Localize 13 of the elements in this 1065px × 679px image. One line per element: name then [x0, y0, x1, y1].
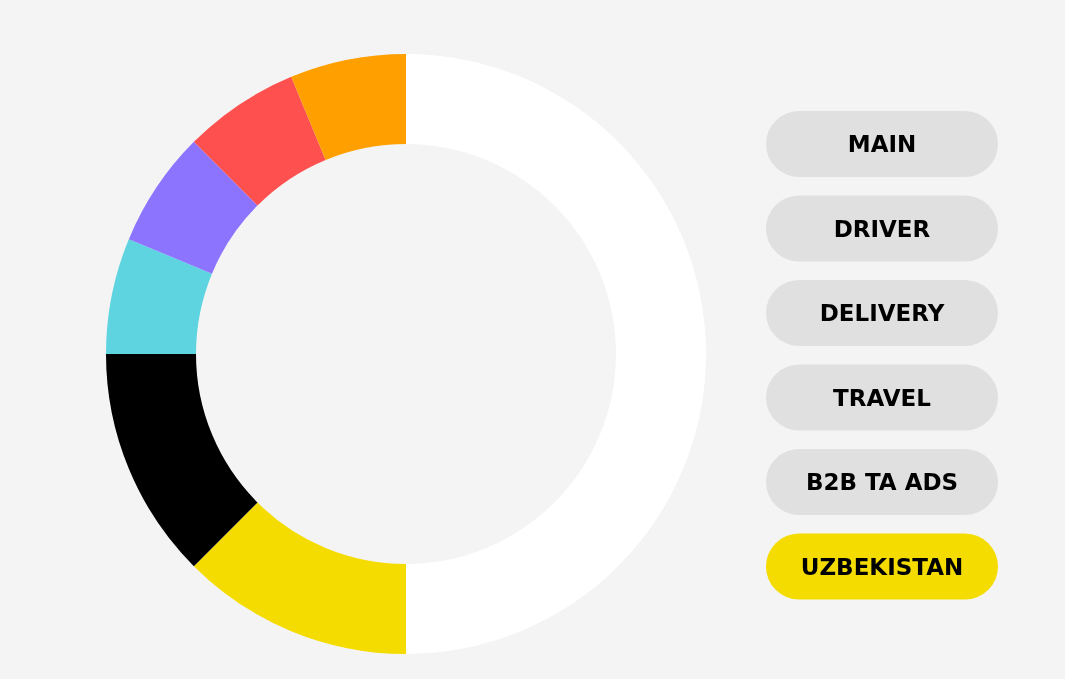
donut-slice — [128, 141, 258, 274]
tab-button: DRIVER — [766, 195, 998, 262]
tab-button: DELIVERY — [766, 280, 998, 346]
donut-slice — [193, 76, 326, 206]
donut-slice — [193, 502, 406, 654]
tab-button: UZBEKISTAN — [766, 533, 998, 600]
donut-slice — [106, 239, 212, 354]
donut-slice — [406, 54, 706, 654]
tab-button: MAIN — [766, 111, 998, 177]
tab-button: B2B TA ADS — [766, 449, 998, 515]
tab-button: TRAVEL — [766, 364, 998, 431]
donut-slice — [291, 54, 406, 160]
donut-slice — [106, 354, 258, 567]
